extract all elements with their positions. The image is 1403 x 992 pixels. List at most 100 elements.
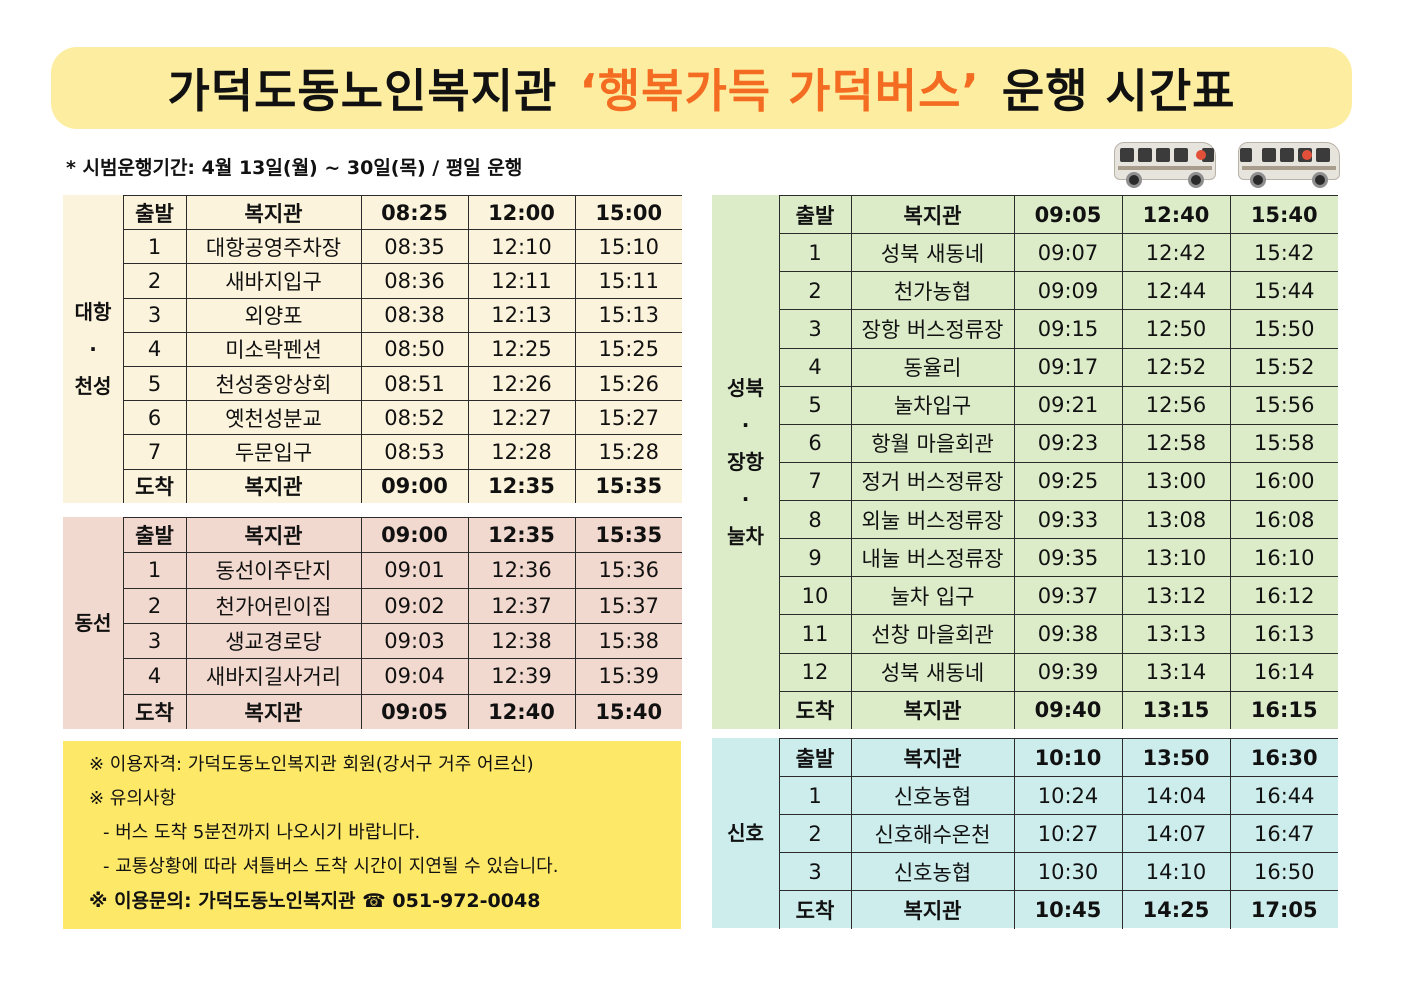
stop-name: 복지관 [850,738,1015,777]
time-third: 15:58 [1229,423,1338,463]
stop-number: 10 [778,576,852,616]
stop-name: 선창 마을회관 [850,614,1015,654]
stop-number: 출발 [122,516,187,554]
time-first: 10:27 [1013,814,1123,853]
arrival-row: 도착 복지관 10:45 14:25 17:05 [778,890,1338,929]
departure-row: 출발 복지관 09:00 12:35 15:35 [122,516,682,554]
time-second: 12:11 [467,263,576,299]
route-daehang-cheonseong: 대항 · 천성 출발 복지관 08:25 12:00 15:00 1 대항공영주차장 08:35 12… [63,194,682,504]
route-label: 대항 · 천성 [63,195,123,503]
stop-number: 7 [122,434,187,470]
time-first: 09:02 [360,587,469,624]
route-label: 동선 [63,517,123,729]
time-second: 13:12 [1121,576,1231,616]
route-label-part: · [741,486,750,511]
stop-row: 5 눌차입구 09:21 12:56 15:56 [778,385,1338,425]
time-second: 12:13 [467,297,576,333]
route-label-part: 대항 [74,299,112,324]
stop-row: 2 새바지입구 08:36 12:11 15:11 [122,263,682,299]
time-third: 15:39 [574,658,682,695]
stop-number: 출발 [778,738,852,777]
note-contact: ※ 이용문의: 가덕도동노인복지관 ☎ 051-972-0048 [89,890,541,912]
stop-number: 4 [778,347,852,387]
time-second: 12:27 [467,400,576,436]
route-label-part: 눌차 [727,523,764,548]
time-third: 16:30 [1229,738,1338,777]
stop-row: 2 천가어린이집 09:02 12:37 15:37 [122,587,682,624]
stop-number: 3 [778,309,852,349]
stop-name: 신호농협 [850,776,1015,815]
stop-row: 3 신호농협 10:30 14:10 16:50 [778,852,1338,891]
stop-number: 6 [122,400,187,436]
bus-images [1112,138,1342,190]
stop-name: 새바지입구 [185,263,362,299]
stop-name: 신호농협 [850,852,1015,891]
stop-number: 11 [778,614,852,654]
time-first: 08:53 [360,434,469,470]
time-second: 13:14 [1121,652,1231,692]
stop-name: 복지관 [185,194,362,231]
time-first: 10:45 [1013,890,1123,929]
time-first: 08:38 [360,297,469,333]
stop-number: 4 [122,658,187,695]
stop-row: 2 신호해수온천 10:27 14:07 16:47 [778,814,1338,853]
time-second: 12:36 [467,552,576,589]
time-first: 09:00 [360,516,469,554]
route-label-part: 성북 [727,375,764,400]
stop-number: 1 [122,552,187,589]
stop-number: 2 [122,263,187,299]
time-first: 08:51 [360,365,469,402]
stop-name: 신호해수온천 [850,814,1015,853]
stop-number: 2 [122,587,187,624]
departure-row: 출발 복지관 09:05 12:40 15:40 [778,194,1338,235]
time-first: 09:23 [1013,423,1123,463]
stop-name: 동선이주단지 [185,552,362,589]
stop-row: 6 항월 마을회관 09:23 12:58 15:58 [778,423,1338,463]
stop-row: 7 두문입구 08:53 12:28 15:28 [122,434,682,470]
stop-name: 두문입구 [185,434,362,470]
time-third: 16:00 [1229,461,1338,502]
arrival-row: 도착 복지관 09:40 13:15 16:15 [778,690,1338,730]
time-first: 08:52 [360,400,469,436]
time-second: 13:50 [1121,738,1231,777]
notes-box: ※ 이용자격: 가덕도동노인복지관 회원(강서구 거주 어르신) ※ 유의사항 … [63,741,681,929]
time-first: 09:38 [1013,614,1123,654]
stop-row: 4 새바지길사거리 09:04 12:39 15:39 [122,658,682,695]
stop-name: 눌차입구 [850,385,1015,425]
stop-row: 12 성북 새동네 09:39 13:14 16:14 [778,652,1338,692]
time-third: 16:15 [1229,690,1338,730]
time-third: 15:10 [574,229,682,265]
stop-name: 성북 새동네 [850,233,1015,273]
stop-row: 3 외양포 08:38 12:13 15:13 [122,297,682,333]
stop-row: 4 동율리 09:17 12:52 15:52 [778,347,1338,387]
time-second: 12:38 [467,622,576,660]
route-seongbuk-janghang-nulcha: 성북 · 장항 · 눌차 출발 복지관 09:05 12:40 15:40 1 성북 새동네 09:07… [712,194,1338,730]
stop-name: 장항 버스정류장 [850,309,1015,349]
arrival-row: 도착 복지관 09:00 12:35 15:35 [122,468,682,504]
stop-number: 3 [122,622,187,660]
note-eligibility: ※ 이용자격: 가덕도동노인복지관 회원(강서구 거주 어르신) [89,754,534,775]
time-third: 16:08 [1229,499,1338,540]
time-second: 13:00 [1121,461,1231,502]
time-third: 15:40 [574,693,682,730]
time-first: 08:35 [360,229,469,265]
time-third: 15:52 [1229,347,1338,387]
time-second: 12:35 [467,468,576,504]
stop-number: 8 [778,499,852,540]
time-third: 15:26 [574,365,682,402]
time-third: 16:13 [1229,614,1338,654]
time-second: 14:25 [1121,890,1231,929]
time-second: 12:44 [1121,271,1231,311]
stop-number: 12 [778,652,852,692]
time-third: 15:37 [574,587,682,624]
stop-row: 3 생교경로당 09:03 12:38 15:38 [122,622,682,660]
note-caution-2: - 교통상황에 따라 셔틀버스 도착 시간이 지연될 수 있습니다. [103,856,559,877]
time-third: 15:25 [574,331,682,367]
time-third: 15:42 [1229,233,1338,273]
time-first: 09:33 [1013,499,1123,540]
time-first: 09:35 [1013,538,1123,578]
time-third: 15:56 [1229,385,1338,425]
departure-row: 출발 복지관 08:25 12:00 15:00 [122,194,682,231]
route-label-part: 천성 [74,373,112,398]
time-first: 09:37 [1013,576,1123,616]
